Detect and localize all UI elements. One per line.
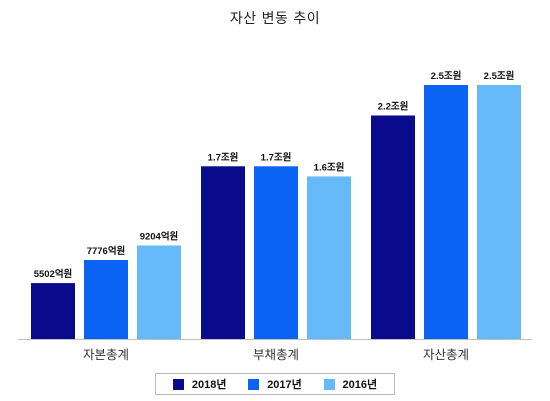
legend-swatch-2018 [172,378,184,390]
bar-자산총계-2018년 [371,115,415,339]
category-label-자본총계: 자본총계 [83,347,129,362]
data-label-자본총계-2017년: 7776억원 [87,245,126,257]
data-label-부채총계-2017년: 1.7조원 [261,151,292,163]
chart-title: 자산 변동 추이 [229,11,321,27]
legend-label-2018: 2018년 [191,379,227,391]
data-label-자본총계-2016년: 9204억원 [140,230,179,242]
bar-부채총계-2017년 [254,166,298,339]
data-label-자산총계-2018년: 2.2조원 [378,100,409,112]
data-label-자본총계-2018년: 5502억원 [34,268,73,280]
bar-자본총계-2017년 [84,259,128,339]
category-label-부채총계: 부채총계 [253,347,299,362]
category-label-자산총계: 자산총계 [423,347,469,362]
data-label-부채총계-2016년: 1.6조원 [314,161,345,173]
data-label-자산총계-2016년: 2.5조원 [484,70,515,82]
legend-label-2017: 2017년 [267,379,302,391]
legend-label-2016: 2016년 [342,379,378,391]
bar-자본총계-2016년 [137,245,181,339]
bar-부채총계-2016년 [307,176,351,339]
bar-자산총계-2016년 [477,85,521,339]
legend-swatch-2017 [248,378,260,390]
bar-부채총계-2018년 [201,166,245,339]
legend-item-2018: 2018년 [172,376,227,392]
legend-swatch-2016 [323,378,335,390]
bar-자본총계-2018년 [31,283,75,339]
data-label-부채총계-2018년: 1.7조원 [208,151,239,163]
bar-자산총계-2017년 [424,85,468,339]
legend-item-2016: 2016년 [323,376,378,392]
legend-item-2017: 2017년 [248,376,302,392]
data-label-자산총계-2017년: 2.5조원 [431,70,462,82]
legend: 2018년 2017년 2016년 [155,373,395,395]
